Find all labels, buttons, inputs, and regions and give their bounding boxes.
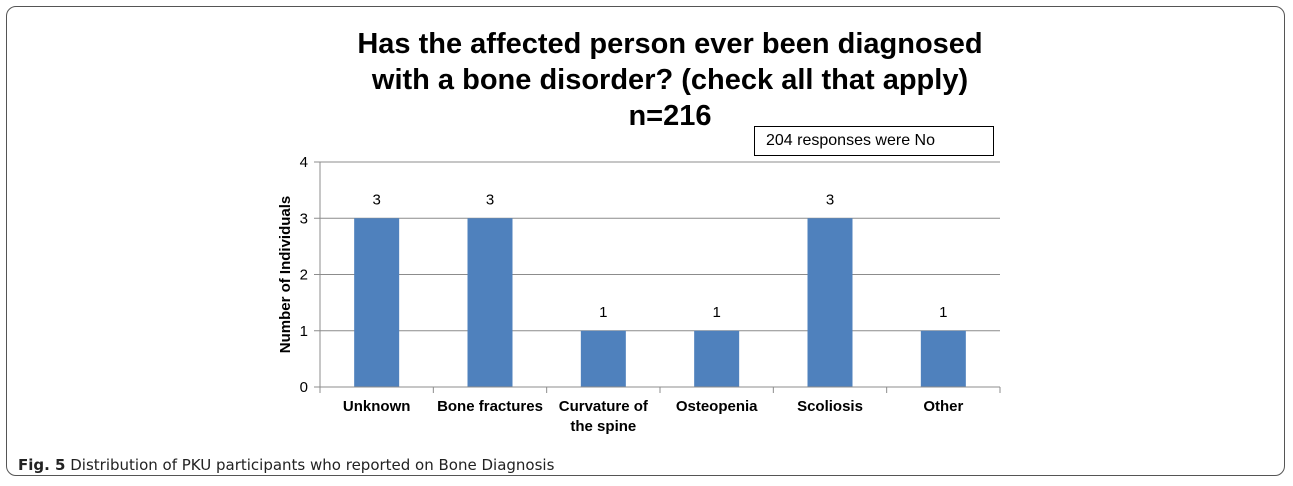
chart-title-line-1: Has the affected person ever been diagno… [357, 28, 983, 60]
bar-value-label: 1 [712, 304, 720, 321]
bar-value-label: 1 [599, 304, 607, 321]
x-category-label: the spine [570, 418, 636, 435]
bar [920, 330, 966, 387]
y-tick-label: 2 [300, 267, 308, 284]
figure-caption: Fig. 5 Distribution of PKU participants … [18, 456, 554, 474]
y-tick-label: 0 [300, 379, 308, 396]
chart-title-line-2: with a bone disorder? (check all that ap… [371, 64, 969, 96]
y-axis-title: Number of Individuals [277, 196, 294, 354]
y-tick-label: 3 [300, 210, 308, 227]
responses-note: 204 responses were No [754, 126, 994, 156]
x-category-label: Osteopenia [676, 398, 758, 415]
bar [467, 218, 513, 387]
bar-value-label: 3 [486, 191, 494, 208]
x-category-label: Other [923, 398, 963, 415]
y-tick-label: 4 [300, 154, 308, 171]
x-category-label: Scoliosis [797, 398, 863, 415]
x-category-label: Unknown [343, 398, 411, 415]
bar [807, 218, 853, 387]
bar-value-label: 3 [372, 191, 380, 208]
bar [580, 330, 626, 387]
chart-title-line-3: n=216 [628, 100, 712, 132]
bar [354, 218, 400, 387]
y-tick-label: 1 [300, 323, 308, 340]
x-category-label: Bone fractures [437, 398, 543, 415]
caption-text: Distribution of PKU participants who rep… [65, 456, 555, 474]
bar-value-label: 3 [826, 191, 834, 208]
caption-label: Fig. 5 [18, 456, 66, 474]
figure-frame [6, 6, 1285, 476]
bar [694, 330, 740, 387]
bar-value-label: 1 [939, 304, 947, 321]
x-category-label: Curvature of [559, 398, 649, 415]
